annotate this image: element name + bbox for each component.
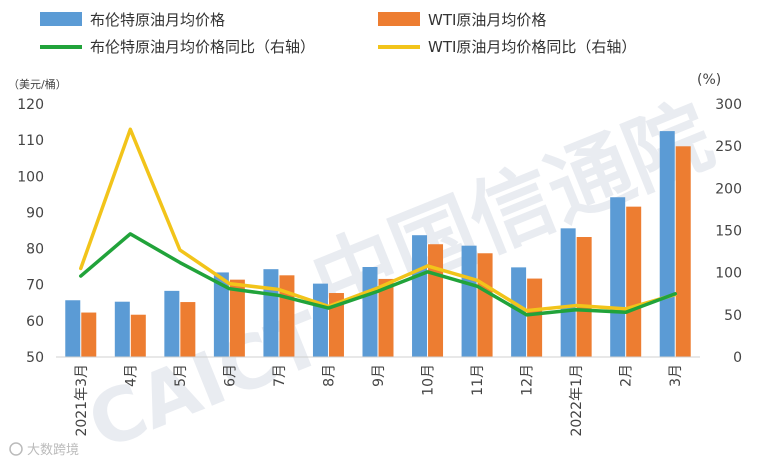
bar-wti-price <box>626 206 642 357</box>
left-tick-label: 120 <box>17 97 44 113</box>
bar-brent-price <box>412 235 428 357</box>
category-label: 7月 <box>272 364 288 387</box>
source-label: 大数跨境 <box>27 443 79 458</box>
bar-wti-price <box>477 253 493 357</box>
bar-brent-price <box>610 197 626 357</box>
legend-label-wti-yoy: WTI原油月均价格同比（右轴） <box>428 38 636 56</box>
right-tick-label: 250 <box>715 139 742 155</box>
legend-swatch-brent-price <box>40 12 82 26</box>
right-tick-label: 100 <box>715 266 742 282</box>
legend-label-wti-price: WTI原油月均价格 <box>428 11 546 29</box>
source-logo-icon <box>9 442 23 456</box>
category-label: 9月 <box>371 364 387 387</box>
bar-wti-price <box>180 302 196 357</box>
category-label: 10月 <box>421 364 437 396</box>
category-label: 11月 <box>470 364 486 396</box>
left-tick-label: 110 <box>17 133 44 149</box>
category-label: 3月 <box>668 364 684 387</box>
bar-wti-price <box>675 146 691 357</box>
bar-brent-price <box>114 301 130 357</box>
left-tick-label: 70 <box>26 278 44 294</box>
lines <box>79 127 677 317</box>
bar-wti-price <box>527 278 543 357</box>
bar-brent-price <box>461 245 477 357</box>
legend: 布伦特原油月均价格 WTI原油月均价格 布伦特原油月均价格同比（右轴） WTI原… <box>40 11 636 56</box>
bar-wti-price <box>130 314 146 357</box>
footer-source: 大数跨境 <box>9 442 79 458</box>
bars <box>65 131 691 357</box>
bar-wti-price <box>279 275 295 357</box>
bar-brent-price <box>263 269 279 357</box>
right-tick-label: 50 <box>724 308 742 324</box>
right-axis-unit: (%) <box>697 72 721 88</box>
category-label: 8月 <box>321 364 337 387</box>
right-tick-label: 200 <box>715 181 742 197</box>
bar-wti-price <box>576 237 592 357</box>
bar-wti-price <box>229 279 245 357</box>
left-tick-label: 90 <box>26 205 44 221</box>
left-axis-unit: （美元/桶） <box>8 77 67 91</box>
legend-swatch-wti-price <box>378 12 420 26</box>
category-label: 4月 <box>123 364 139 387</box>
category-label: 6月 <box>222 364 238 387</box>
bar-brent-price <box>312 283 328 357</box>
category-label: 2021年3月 <box>74 364 90 437</box>
line-brent-yoy <box>79 232 677 317</box>
category-label: 2月 <box>619 364 635 387</box>
legend-label-brent-price: 布伦特原油月均价格 <box>90 11 225 29</box>
category-label: 5月 <box>173 364 189 387</box>
bar-wti-price <box>328 293 344 357</box>
left-tick-label: 100 <box>17 169 44 185</box>
axes: 50 60 70 80 90 100 110 120 0 50 100 150 200 250 300 202… <box>17 97 742 437</box>
line-wti-yoy <box>79 127 677 313</box>
bar-wti-price <box>81 312 97 357</box>
bar-wti-price <box>378 278 394 357</box>
bar-brent-price <box>213 272 229 357</box>
right-tick-label: 300 <box>715 97 742 113</box>
left-tick-label: 80 <box>26 242 44 258</box>
right-tick-label: 150 <box>715 224 742 240</box>
bar-brent-price <box>659 131 675 357</box>
left-tick-label: 50 <box>26 350 44 366</box>
bar-brent-price <box>65 300 81 357</box>
legend-label-brent-yoy: 布伦特原油月均价格同比（右轴） <box>90 38 315 56</box>
left-tick-label: 60 <box>26 314 44 330</box>
bar-brent-price <box>164 290 180 357</box>
bar-wti-price <box>428 244 444 357</box>
category-label: 2022年1月 <box>569 364 585 437</box>
category-label: 12月 <box>520 364 536 396</box>
bar-brent-price <box>362 267 378 357</box>
right-tick-label: 0 <box>733 350 742 366</box>
bar-brent-price <box>560 228 576 357</box>
